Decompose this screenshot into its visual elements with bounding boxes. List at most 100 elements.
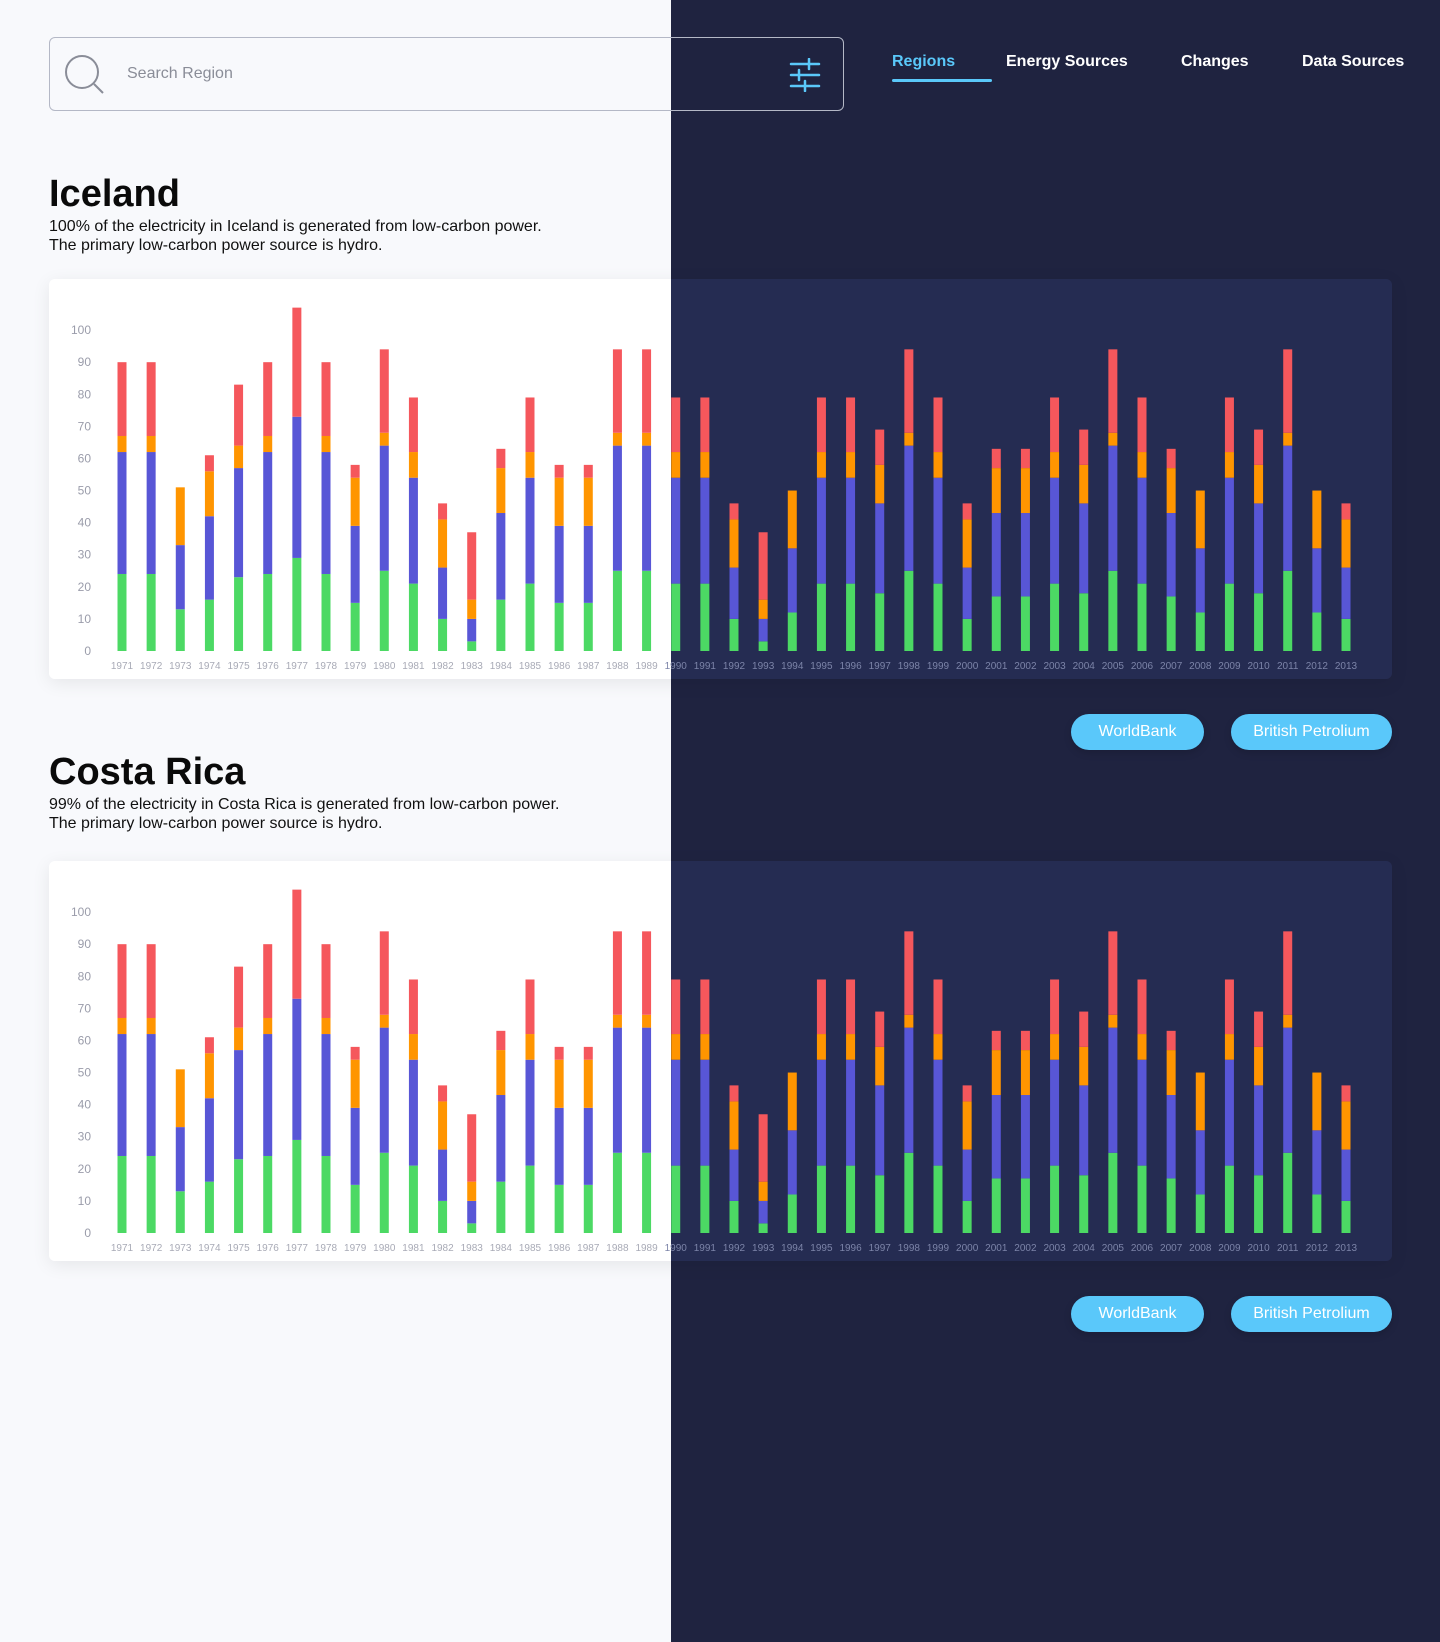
source-button[interactable]: WorldBank: [1071, 1296, 1204, 1332]
bar-segment: [234, 445, 244, 469]
bar-segment: [700, 477, 710, 584]
bar-segment: [1137, 1059, 1147, 1166]
bar-segment: [933, 979, 943, 1035]
bar-segment: [554, 464, 564, 478]
bar-segment: [204, 1098, 214, 1182]
bar-segment: [321, 435, 331, 453]
bar-segment: [875, 429, 885, 465]
bar-segment: [758, 599, 768, 619]
bar-segment: [1079, 1046, 1089, 1086]
nav-item[interactable]: Data Sources: [1302, 53, 1405, 70]
x-tick-label: 1987: [577, 1243, 600, 1254]
bar-segment: [671, 979, 681, 1035]
bar-segment: [1166, 1178, 1176, 1233]
bar-segment: [438, 1101, 448, 1150]
bar-segment: [1312, 1194, 1322, 1233]
source-button[interactable]: British Petrolium: [1231, 714, 1392, 750]
bar-segment: [379, 445, 389, 571]
bar-segment: [962, 1149, 972, 1201]
bar-segment: [379, 1027, 389, 1153]
bar-segment: [408, 583, 418, 651]
filter-icon[interactable]: [788, 58, 822, 92]
x-tick-label: 2002: [1014, 661, 1037, 672]
y-tick-label: 30: [78, 1130, 92, 1144]
x-tick-label: 1997: [869, 661, 892, 672]
bar-segment: [758, 1114, 768, 1182]
bar-segment: [146, 435, 156, 453]
bar-segment: [1020, 1050, 1030, 1096]
bar-segment: [642, 1152, 652, 1233]
x-tick-label: 1980: [373, 1243, 396, 1254]
source-button[interactable]: WorldBank: [1071, 714, 1204, 750]
bar-segment: [671, 1165, 681, 1233]
bar-segment: [612, 931, 622, 1015]
bar-segment: [1312, 548, 1322, 613]
bar-segment: [904, 570, 914, 651]
bar-segment: [525, 583, 535, 651]
bar-segment: [991, 1178, 1001, 1233]
bar-segment: [1050, 397, 1060, 453]
bar-segment: [292, 1139, 302, 1233]
bar-segment: [991, 596, 1001, 651]
bar-segment: [263, 1034, 273, 1156]
bar-segment: [642, 445, 652, 571]
bar-segment: [1341, 519, 1351, 568]
bar-segment: [1137, 583, 1147, 651]
bar-segment: [1020, 513, 1030, 597]
bar-segment: [1137, 1165, 1147, 1233]
bar-segment: [787, 1194, 797, 1233]
bar-segment: [933, 1165, 943, 1233]
bar-segment: [1224, 583, 1234, 651]
bar-segment: [117, 435, 127, 453]
bar-segment: [729, 1101, 739, 1150]
bar-segment: [438, 1200, 448, 1233]
bar-segment: [1050, 477, 1060, 584]
bar-segment: [234, 1027, 244, 1051]
x-tick-label: 2003: [1043, 1243, 1066, 1254]
bar-segment: [496, 599, 506, 651]
x-tick-label: 1999: [927, 1243, 950, 1254]
bar-segment: [758, 1200, 768, 1224]
bar-segment: [467, 618, 477, 642]
y-tick-label: 10: [78, 1194, 92, 1208]
bar-segment: [1079, 1085, 1089, 1176]
bar-segment: [350, 464, 360, 478]
bar-segment: [583, 1107, 593, 1185]
bar-segment: [408, 452, 418, 478]
search-box[interactable]: Search Region: [49, 37, 844, 111]
bar-segment: [175, 1127, 185, 1192]
y-tick-label: 20: [78, 580, 92, 594]
x-tick-label: 1981: [402, 1243, 425, 1254]
bar-segment: [962, 1085, 972, 1102]
bar-segment: [962, 503, 972, 520]
bar-segment: [933, 397, 943, 453]
bar-segment: [379, 570, 389, 651]
bar-segment: [816, 1165, 826, 1233]
bar-segment: [1254, 503, 1264, 594]
x-tick-label: 2002: [1014, 1243, 1037, 1254]
bar-segment: [991, 1030, 1001, 1051]
y-tick-label: 60: [78, 1033, 92, 1047]
nav-item[interactable]: Changes: [1181, 53, 1249, 70]
nav-item[interactable]: Regions: [892, 53, 956, 70]
search-icon: [65, 55, 104, 94]
bar-segment: [846, 452, 856, 478]
x-tick-label: 1977: [286, 1243, 309, 1254]
bar-segment: [1050, 1059, 1060, 1166]
bar-segment: [1020, 1178, 1030, 1233]
y-tick-label: 30: [78, 548, 92, 562]
bar-segment: [700, 452, 710, 478]
x-tick-label: 2009: [1218, 1243, 1241, 1254]
bar-segment: [204, 1181, 214, 1233]
bar-segment: [1020, 468, 1030, 514]
source-button[interactable]: British Petrolium: [1231, 1296, 1392, 1332]
nav-item[interactable]: Energy Sources: [1006, 53, 1128, 70]
y-tick-label: 100: [71, 905, 91, 919]
x-tick-label: 2008: [1189, 661, 1212, 672]
x-tick-label: 2005: [1102, 661, 1125, 672]
bar-segment: [1079, 503, 1089, 594]
bar-segment: [612, 1027, 622, 1153]
x-tick-label: 1990: [665, 661, 688, 672]
x-tick-label: 1984: [490, 661, 513, 672]
bar-segment: [1254, 464, 1264, 504]
